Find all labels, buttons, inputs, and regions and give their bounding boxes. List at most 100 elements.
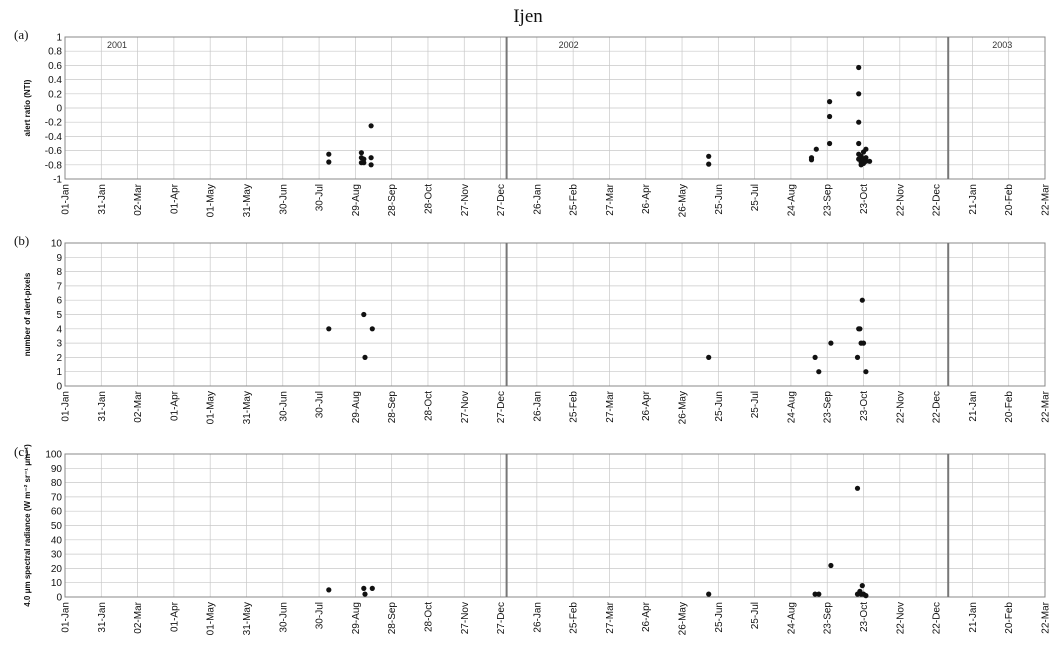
- y-tick-label: 9: [56, 253, 62, 264]
- y-tick-label: 10: [51, 239, 63, 250]
- year-label: 2001: [107, 40, 127, 50]
- y-tick-label: 0: [56, 382, 62, 393]
- data-point: [854, 354, 861, 360]
- x-tick-label: 26-May: [678, 184, 689, 217]
- x-tick-label: 27-Nov: [460, 391, 471, 423]
- x-tick-label: 22-Nov: [895, 602, 906, 634]
- x-tick-label: 22-Mar: [1041, 601, 1052, 633]
- y-tick-label: -0.8: [45, 160, 63, 171]
- panel-letter: (a): [14, 27, 28, 42]
- x-tick-label: 23-Sep: [823, 391, 834, 424]
- data-point: [326, 326, 332, 332]
- data-point: [856, 140, 862, 147]
- x-tick-label: 23-Sep: [823, 602, 834, 635]
- x-tick-label: 27-Nov: [460, 184, 471, 216]
- data-point: [368, 155, 374, 161]
- y-tick-label: 30: [51, 550, 63, 561]
- x-tick-label: 31-Jan: [97, 184, 108, 215]
- y-tick-label: 4: [56, 324, 62, 335]
- y-tick-label: 7: [56, 281, 62, 292]
- data-point: [706, 354, 712, 360]
- x-tick-label: 22-Dec: [932, 391, 943, 423]
- y-axis-label: 4.0 μm spectral radiance (W m⁻² sr⁻¹ μm⁻…: [23, 444, 32, 607]
- data-point: [863, 146, 869, 152]
- x-tick-label: 23-Oct: [859, 184, 870, 214]
- y-tick-label: 8: [56, 267, 62, 278]
- x-tick-label: 30-Jul: [315, 602, 326, 629]
- y-tick-label: 90: [51, 464, 63, 475]
- data-point: [859, 297, 865, 303]
- y-tick-label: 0: [56, 593, 62, 604]
- chart-title: Ijen: [513, 6, 543, 27]
- data-point: [706, 161, 712, 167]
- x-tick-label: 24-Aug: [786, 184, 797, 216]
- x-tick-label: 30-Jul: [315, 184, 326, 211]
- year-label: 2002: [559, 40, 579, 50]
- data-point: [368, 162, 374, 168]
- x-tick-label: 24-Aug: [786, 602, 797, 634]
- y-tick-label: -0.6: [45, 146, 63, 157]
- x-tick-label: 28-Oct: [423, 391, 434, 421]
- y-tick-label: 0.8: [48, 47, 62, 58]
- x-tick-label: 21-Jan: [968, 184, 979, 215]
- x-tick-label: 29-Aug: [351, 602, 362, 634]
- data-point: [368, 123, 374, 129]
- x-tick-label: 27-Mar: [605, 183, 616, 215]
- data-point: [361, 311, 367, 318]
- y-tick-label: 40: [51, 535, 63, 546]
- plot-frame: [64, 453, 1046, 598]
- y-tick-label: 3: [56, 339, 62, 350]
- data-point: [706, 591, 712, 597]
- x-tick-label: 31-May: [242, 602, 253, 635]
- data-point: [361, 160, 367, 166]
- data-point: [854, 485, 861, 491]
- x-tick-label: 31-Jan: [97, 391, 108, 422]
- data-point: [863, 158, 869, 164]
- data-point: [863, 369, 869, 375]
- x-tick-label: 25-Jul: [750, 391, 761, 418]
- x-tick-label: 23-Sep: [823, 184, 834, 217]
- y-tick-label: 0.2: [48, 89, 62, 100]
- y-tick-label: 10: [51, 578, 63, 589]
- data-point: [828, 340, 834, 346]
- x-tick-label: 27-Dec: [496, 391, 507, 423]
- data-point: [856, 64, 862, 71]
- data-point: [827, 113, 833, 120]
- x-tick-label: 27-Dec: [496, 602, 507, 634]
- data-point: [827, 140, 833, 147]
- data-point: [856, 91, 862, 97]
- x-tick-label: 24-Aug: [786, 391, 797, 423]
- x-tick-label: 28-Oct: [423, 602, 434, 632]
- data-point: [326, 151, 332, 157]
- year-label: 2003: [992, 40, 1012, 50]
- data-point: [859, 583, 865, 589]
- x-tick-label: 30-Jul: [315, 391, 326, 418]
- x-tick-label: 25-Feb: [569, 184, 580, 216]
- x-tick-label: 25-Jul: [750, 184, 761, 211]
- x-tick-label: 01-Apr: [169, 390, 180, 421]
- x-tick-label: 29-Aug: [351, 184, 362, 216]
- y-tick-label: 20: [51, 564, 63, 575]
- data-point: [369, 585, 375, 592]
- x-tick-label: 01-May: [206, 602, 217, 635]
- x-tick-label: 26-Apr: [641, 601, 652, 632]
- panel-letter: (c): [14, 444, 28, 459]
- x-tick-label: 01-Apr: [169, 601, 180, 632]
- x-tick-label: 27-Nov: [460, 602, 471, 634]
- x-tick-label: 30-Jun: [278, 184, 289, 215]
- x-tick-label: 28-Oct: [423, 184, 434, 214]
- x-tick-label: 28-Sep: [387, 602, 398, 635]
- data-point: [816, 591, 822, 597]
- y-tick-label: 0.6: [48, 61, 62, 72]
- data-point: [362, 354, 368, 360]
- x-tick-label: 01-Apr: [169, 183, 180, 214]
- x-tick-label: 02-Mar: [133, 183, 144, 215]
- x-tick-label: 27-Dec: [496, 184, 507, 216]
- x-tick-label: 23-Oct: [859, 391, 870, 421]
- x-tick-label: 02-Mar: [133, 390, 144, 422]
- x-tick-label: 29-Aug: [351, 391, 362, 423]
- plot-frame: [64, 242, 1046, 387]
- y-tick-label: 0: [56, 104, 62, 115]
- x-tick-label: 22-Nov: [895, 184, 906, 216]
